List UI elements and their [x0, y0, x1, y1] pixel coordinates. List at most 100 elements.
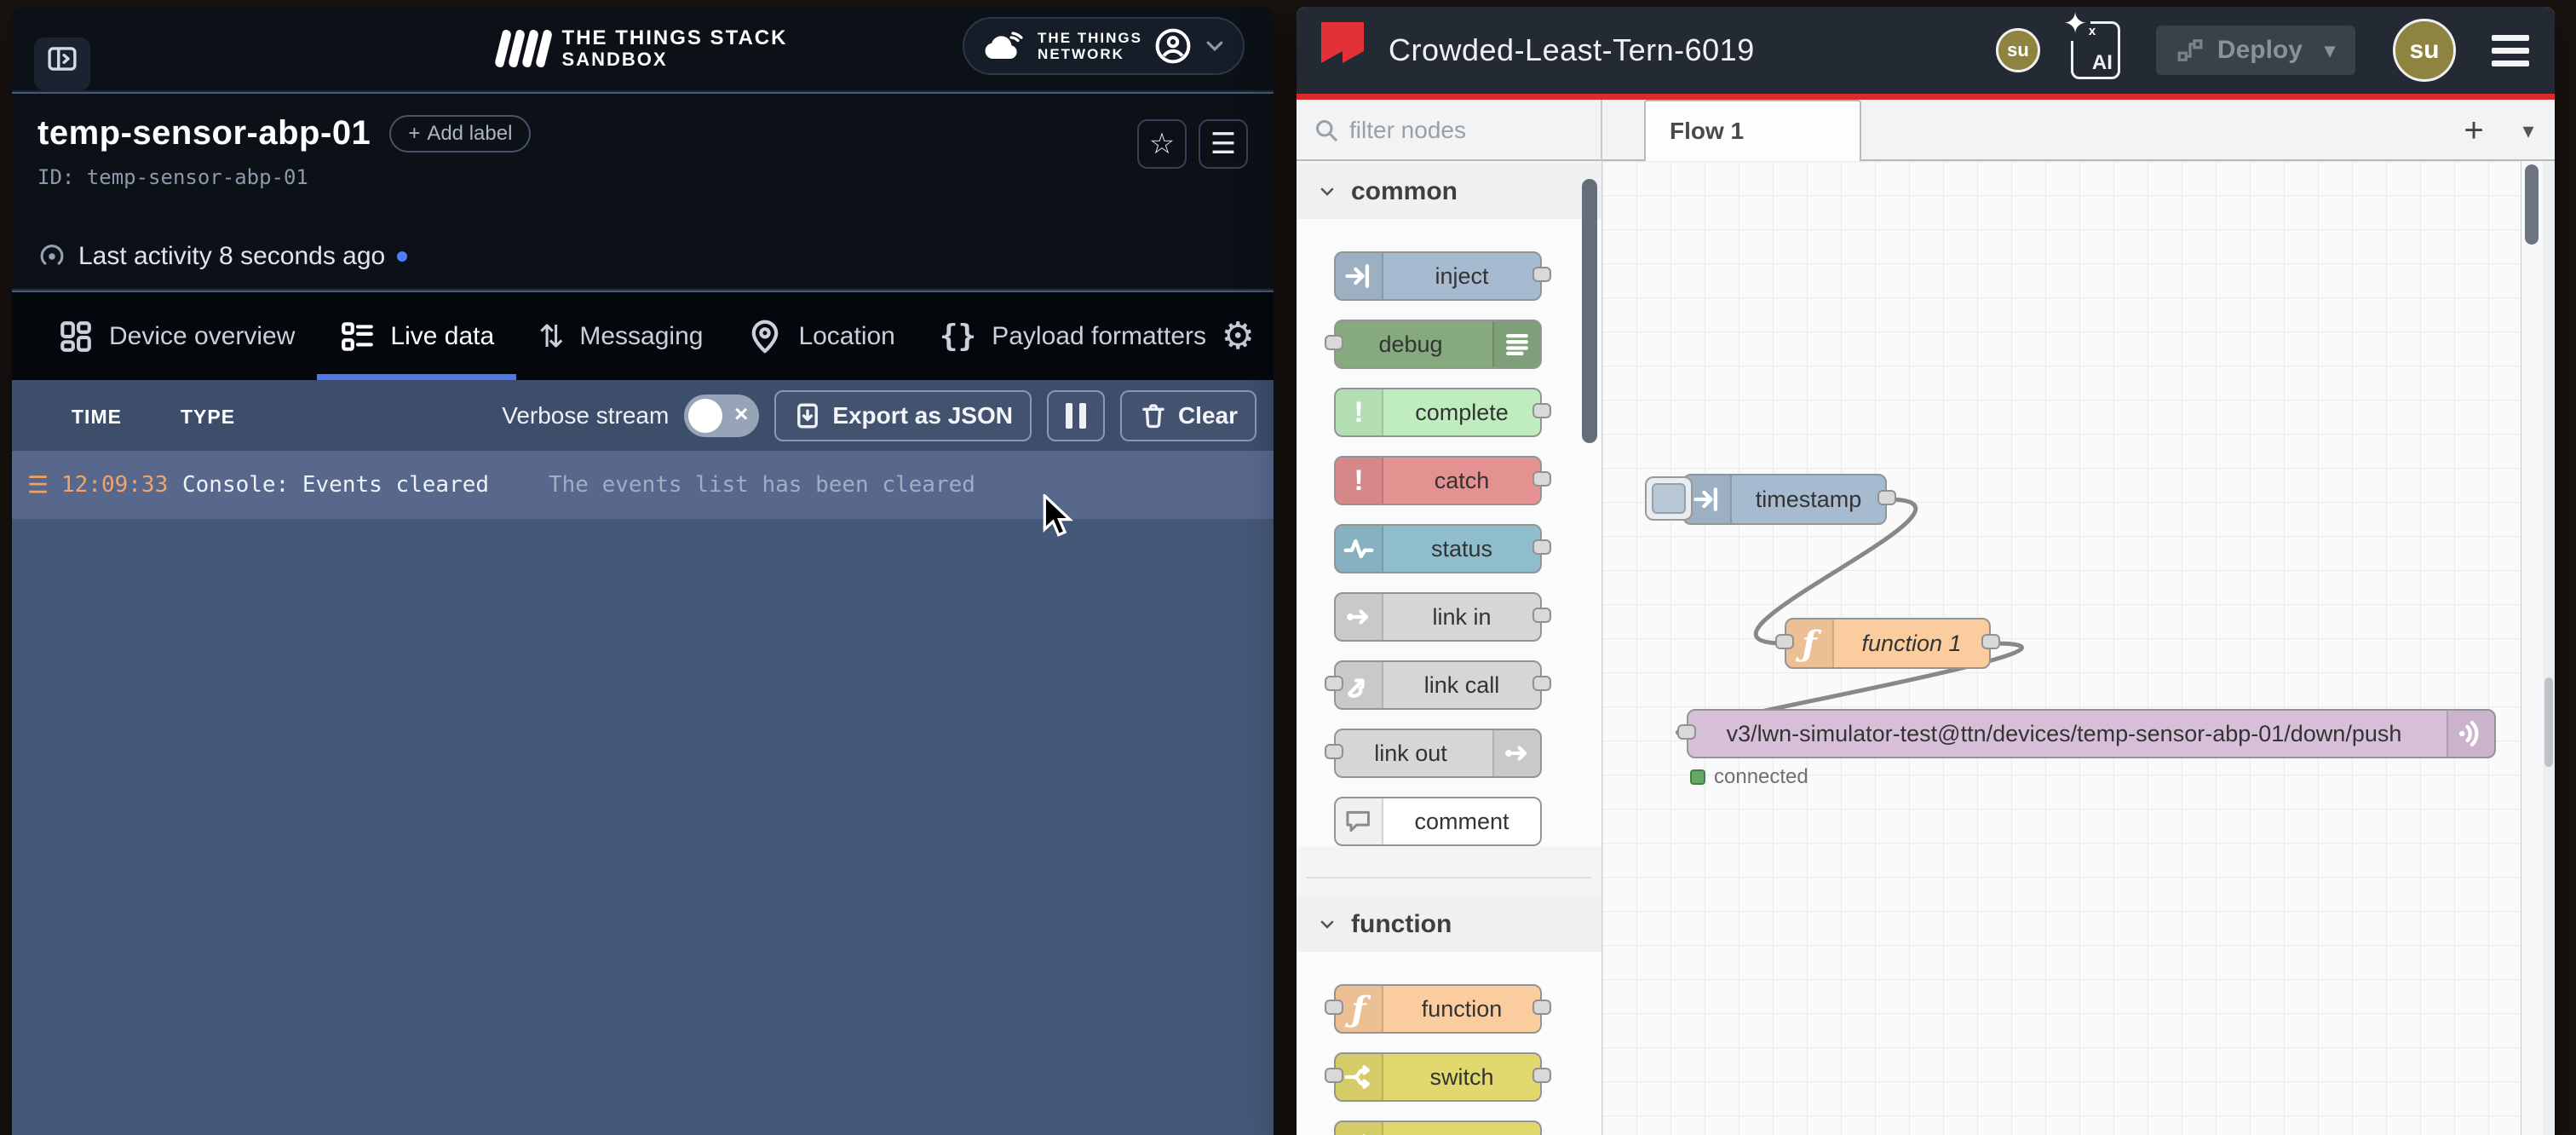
palette-node-comment[interactable]: comment — [1334, 797, 1542, 846]
page-title: temp-sensor-abp-01 — [37, 114, 371, 152]
palette-node-status[interactable]: status — [1334, 524, 1551, 573]
bookmark-button[interactable]: ☆ — [1137, 119, 1187, 169]
verbose-stream-toggle[interactable]: × — [684, 394, 760, 437]
clear-events-button[interactable]: Clear — [1119, 389, 1256, 441]
input-port[interactable] — [1677, 724, 1696, 740]
user-badge-small[interactable]: su — [1995, 28, 2040, 72]
palette-node-debug[interactable]: debug — [1325, 320, 1542, 369]
node-label: complete — [1415, 399, 1509, 425]
device-menu-button[interactable]: ☰ — [1199, 119, 1248, 169]
palette-node-link-call[interactable]: link call — [1325, 660, 1551, 710]
palette-node-link-in[interactable]: link in — [1334, 592, 1551, 642]
add-flow-button[interactable]: + — [2455, 112, 2493, 149]
flow-canvas[interactable]: timestamp ƒ function 1 v3/lwn-simulator-tes… — [1602, 161, 2520, 1135]
tab-messaging[interactable]: ⇅ Messaging — [516, 292, 725, 380]
deploy-caret-icon[interactable]: ▾ — [2324, 38, 2335, 62]
flow-node-v3-lwn-simulator-test-ttn-devices-temp-s[interactable]: v3/lwn-simulator-test@ttn/devices/temp-s… — [1677, 709, 2496, 758]
device-titlebar: temp-sensor-abp-01 + Add label ID: temp-… — [12, 94, 1274, 223]
tab-location[interactable]: Location — [725, 292, 917, 380]
output-port[interactable] — [1532, 676, 1551, 691]
ai-assistant-icon[interactable]: ✦ x AI — [2059, 7, 2120, 79]
tab-device-overview[interactable]: Device overview — [36, 292, 317, 380]
tab-live-data[interactable]: Live data — [317, 292, 516, 380]
output-port[interactable] — [1877, 490, 1896, 505]
flow-list-caret[interactable]: ▾ — [2510, 112, 2547, 149]
node-label: v3/lwn-simulator-test@ttn/devices/temp-s… — [1726, 720, 2402, 746]
output-port[interactable] — [1981, 634, 2000, 649]
palette-node-link-out[interactable]: link out — [1325, 729, 1542, 778]
tab-flow-1[interactable]: Flow 1 — [1644, 100, 1861, 161]
palette-node-inject[interactable]: inject — [1334, 251, 1551, 301]
logo-line2: SANDBOX — [561, 49, 668, 70]
output-port[interactable] — [1532, 608, 1551, 623]
output-port[interactable] — [1532, 539, 1551, 555]
account-menu[interactable]: THE THINGS NETWORK — [963, 17, 1245, 75]
flow-node-timestamp[interactable]: timestamp — [1645, 474, 1896, 525]
canvas-scrollbar[interactable] — [2521, 161, 2542, 1135]
deploy-label: Deploy — [2217, 36, 2303, 64]
inject-trigger-button[interactable] — [1645, 476, 1693, 521]
event-message: The events list has been cleared — [549, 472, 975, 498]
palette-node-complete[interactable]: ! complete — [1334, 388, 1551, 437]
sidebar-toggle-button[interactable] — [34, 37, 90, 90]
deploy-button[interactable]: Deploy ▾ — [2155, 26, 2355, 75]
comment-icon — [1336, 798, 1383, 844]
wires-layer — [1675, 497, 2024, 736]
event-type-icon: ☰ — [27, 470, 49, 499]
change-icon: ⇄ — [1336, 1122, 1383, 1135]
ttn-leaves-icon — [493, 30, 554, 67]
flow-node-function-1[interactable]: ƒ function 1 — [1775, 618, 2000, 669]
export-json-button[interactable]: Export as JSON — [774, 389, 1032, 441]
link-icon — [1492, 730, 1540, 776]
status-text: connected — [1714, 765, 1808, 788]
mouse-cursor — [1043, 494, 1073, 537]
palette-section-function[interactable]: function — [1297, 897, 1601, 952]
search-icon — [1316, 120, 1337, 141]
palette-node-change[interactable]: ⇄change — [1334, 1121, 1542, 1135]
palette-node-function[interactable]: ƒ function — [1325, 984, 1551, 1034]
input-port[interactable] — [1325, 676, 1343, 691]
cloud-icon — [985, 32, 1023, 59]
output-port[interactable] — [1532, 403, 1551, 418]
input-port[interactable] — [1325, 1068, 1343, 1083]
node-label: link in — [1432, 603, 1492, 630]
input-port[interactable] — [1775, 634, 1794, 649]
function-icon: ƒ — [1786, 619, 1834, 667]
window-scrollbar-thumb[interactable] — [2544, 677, 2553, 767]
output-port[interactable] — [1532, 267, 1551, 282]
event-row[interactable]: ☰ 12:09:33 Console: Events cleared The e… — [12, 451, 1274, 519]
pause-stream-button[interactable] — [1046, 389, 1105, 441]
output-port[interactable] — [1532, 1000, 1551, 1015]
input-port[interactable] — [1325, 335, 1343, 350]
main-menu-button[interactable] — [2492, 34, 2529, 66]
palette-scrollbar-thumb[interactable] — [1582, 179, 1597, 443]
filter-nodes-input[interactable] — [1349, 117, 1562, 144]
live-indicator-dot — [397, 251, 408, 262]
node-label: timestamp — [1755, 486, 1862, 512]
window-scrollbar[interactable] — [2543, 161, 2555, 1135]
output-port[interactable] — [1532, 1068, 1551, 1083]
list-icon — [342, 321, 374, 351]
palette-node-switch[interactable]: switch — [1325, 1052, 1551, 1102]
menu-icon: ☰ — [1210, 128, 1237, 160]
gear-icon: ⚙ — [1221, 315, 1255, 357]
chevron-down-icon — [1320, 187, 1334, 196]
tab-payload-formatters[interactable]: {} Payload formatters — [917, 292, 1228, 380]
add-label-button[interactable]: + Add label — [389, 114, 532, 153]
add-label-text: Add label — [427, 121, 513, 145]
inject-button-face — [1652, 483, 1686, 514]
last-activity-text: Last activity 8 seconds ago — [78, 241, 386, 270]
output-port[interactable] — [1532, 471, 1551, 487]
nodered-window: Crowded-Least-Tern-6019 su ✦ x AI Deploy… — [1297, 7, 2555, 1135]
node-palette: common inject debug ! complete ! catch status li… — [1297, 161, 1602, 1135]
live-data-toolbar: TIME TYPE Verbose stream × Export as JSO… — [12, 380, 1274, 451]
user-avatar[interactable]: su — [2393, 19, 2456, 82]
node-status-connected: connected — [1690, 765, 1808, 789]
input-port[interactable] — [1325, 1000, 1343, 1015]
palette-section-common[interactable]: common — [1297, 164, 1601, 219]
palette-node-catch[interactable]: ! catch — [1334, 456, 1551, 505]
canvas-scrollbar-thumb[interactable] — [2525, 164, 2539, 245]
input-port[interactable] — [1325, 744, 1343, 759]
device-settings-gear[interactable]: ⚙ — [1222, 292, 1255, 380]
chevron-down-icon — [1206, 41, 1223, 52]
